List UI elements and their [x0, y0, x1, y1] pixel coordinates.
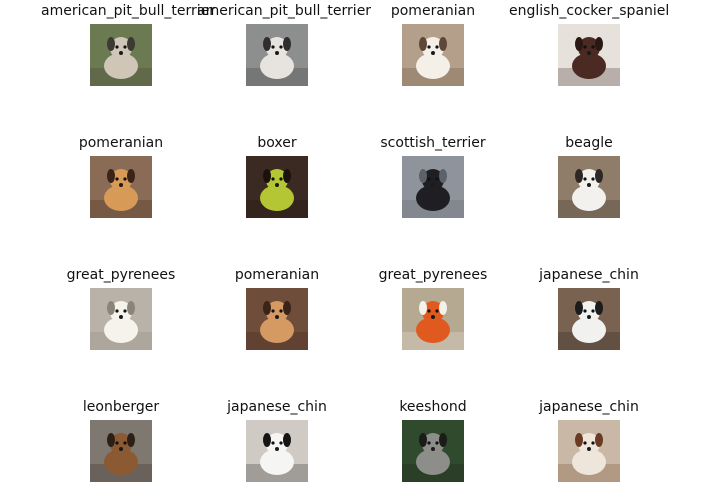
image-label: japanese_chin — [227, 399, 327, 415]
image-label: keeshond — [399, 399, 467, 415]
image-label: pomeranian — [234, 267, 320, 283]
grid-cell: japanese_chin — [197, 398, 357, 488]
grid-cell: pomeranian — [41, 134, 201, 224]
dog-photo-icon — [246, 156, 308, 218]
dog-photo — [90, 288, 152, 350]
dog-photo-icon — [90, 420, 152, 482]
dog-photo — [558, 24, 620, 86]
image-label: japanese_chin — [539, 399, 639, 415]
image-label: pomeranian — [390, 3, 476, 19]
image-label: american_pit_bull_terrier — [197, 3, 372, 19]
dog-photo — [246, 156, 308, 218]
image-label: scottish_terrier — [380, 135, 486, 151]
dog-photo — [246, 420, 308, 482]
dog-photo-icon — [402, 24, 464, 86]
grid-cell: american_pit_bull_terrier — [197, 2, 372, 92]
grid-cell: pomeranian — [197, 266, 357, 356]
dog-photo — [90, 24, 152, 86]
dog-photo — [246, 24, 308, 86]
dog-photo-icon — [90, 156, 152, 218]
image-label: american_pit_bull_terrier — [41, 3, 216, 19]
dog-photo — [558, 288, 620, 350]
grid-cell: english_cocker_spaniel — [509, 2, 669, 92]
dog-photo-icon — [558, 24, 620, 86]
dog-photo-icon — [558, 156, 620, 218]
grid-cell: pomeranian — [353, 2, 513, 92]
dog-photo-icon — [90, 288, 152, 350]
grid-cell: american_pit_bull_terrier — [41, 2, 216, 92]
grid-cell: japanese_chin — [509, 398, 669, 488]
dog-photo — [402, 24, 464, 86]
grid-cell: great_pyrenees — [41, 266, 201, 356]
dog-photo-icon — [402, 420, 464, 482]
grid-cell: leonberger — [41, 398, 201, 488]
dog-photo-icon — [246, 24, 308, 86]
grid-cell: beagle — [509, 134, 669, 224]
dog-photo — [90, 420, 152, 482]
dog-photo-icon — [402, 288, 464, 350]
image-label: pomeranian — [78, 135, 164, 151]
dog-photo — [558, 156, 620, 218]
dog-photo — [558, 420, 620, 482]
grid-cell: keeshond — [353, 398, 513, 488]
dog-photo-icon — [90, 24, 152, 86]
image-label: great_pyrenees — [378, 267, 488, 283]
grid-cell: japanese_chin — [509, 266, 669, 356]
dog-photo-icon — [246, 288, 308, 350]
dog-photo — [90, 156, 152, 218]
grid-cell: scottish_terrier — [353, 134, 513, 224]
grid-cell: boxer — [197, 134, 357, 224]
image-label: english_cocker_spaniel — [509, 3, 670, 19]
image-label: leonberger — [82, 399, 160, 415]
image-label: beagle — [565, 135, 613, 151]
dog-photo — [402, 156, 464, 218]
dog-photo-icon — [558, 420, 620, 482]
dog-photo-icon — [246, 420, 308, 482]
dog-photo — [246, 288, 308, 350]
image-label: boxer — [257, 135, 297, 151]
dog-photo-icon — [558, 288, 620, 350]
grid-cell: great_pyrenees — [353, 266, 513, 356]
dog-photo-icon — [402, 156, 464, 218]
image-label: japanese_chin — [539, 267, 639, 283]
dog-photo — [402, 420, 464, 482]
dog-photo — [402, 288, 464, 350]
image-label: great_pyrenees — [66, 267, 176, 283]
